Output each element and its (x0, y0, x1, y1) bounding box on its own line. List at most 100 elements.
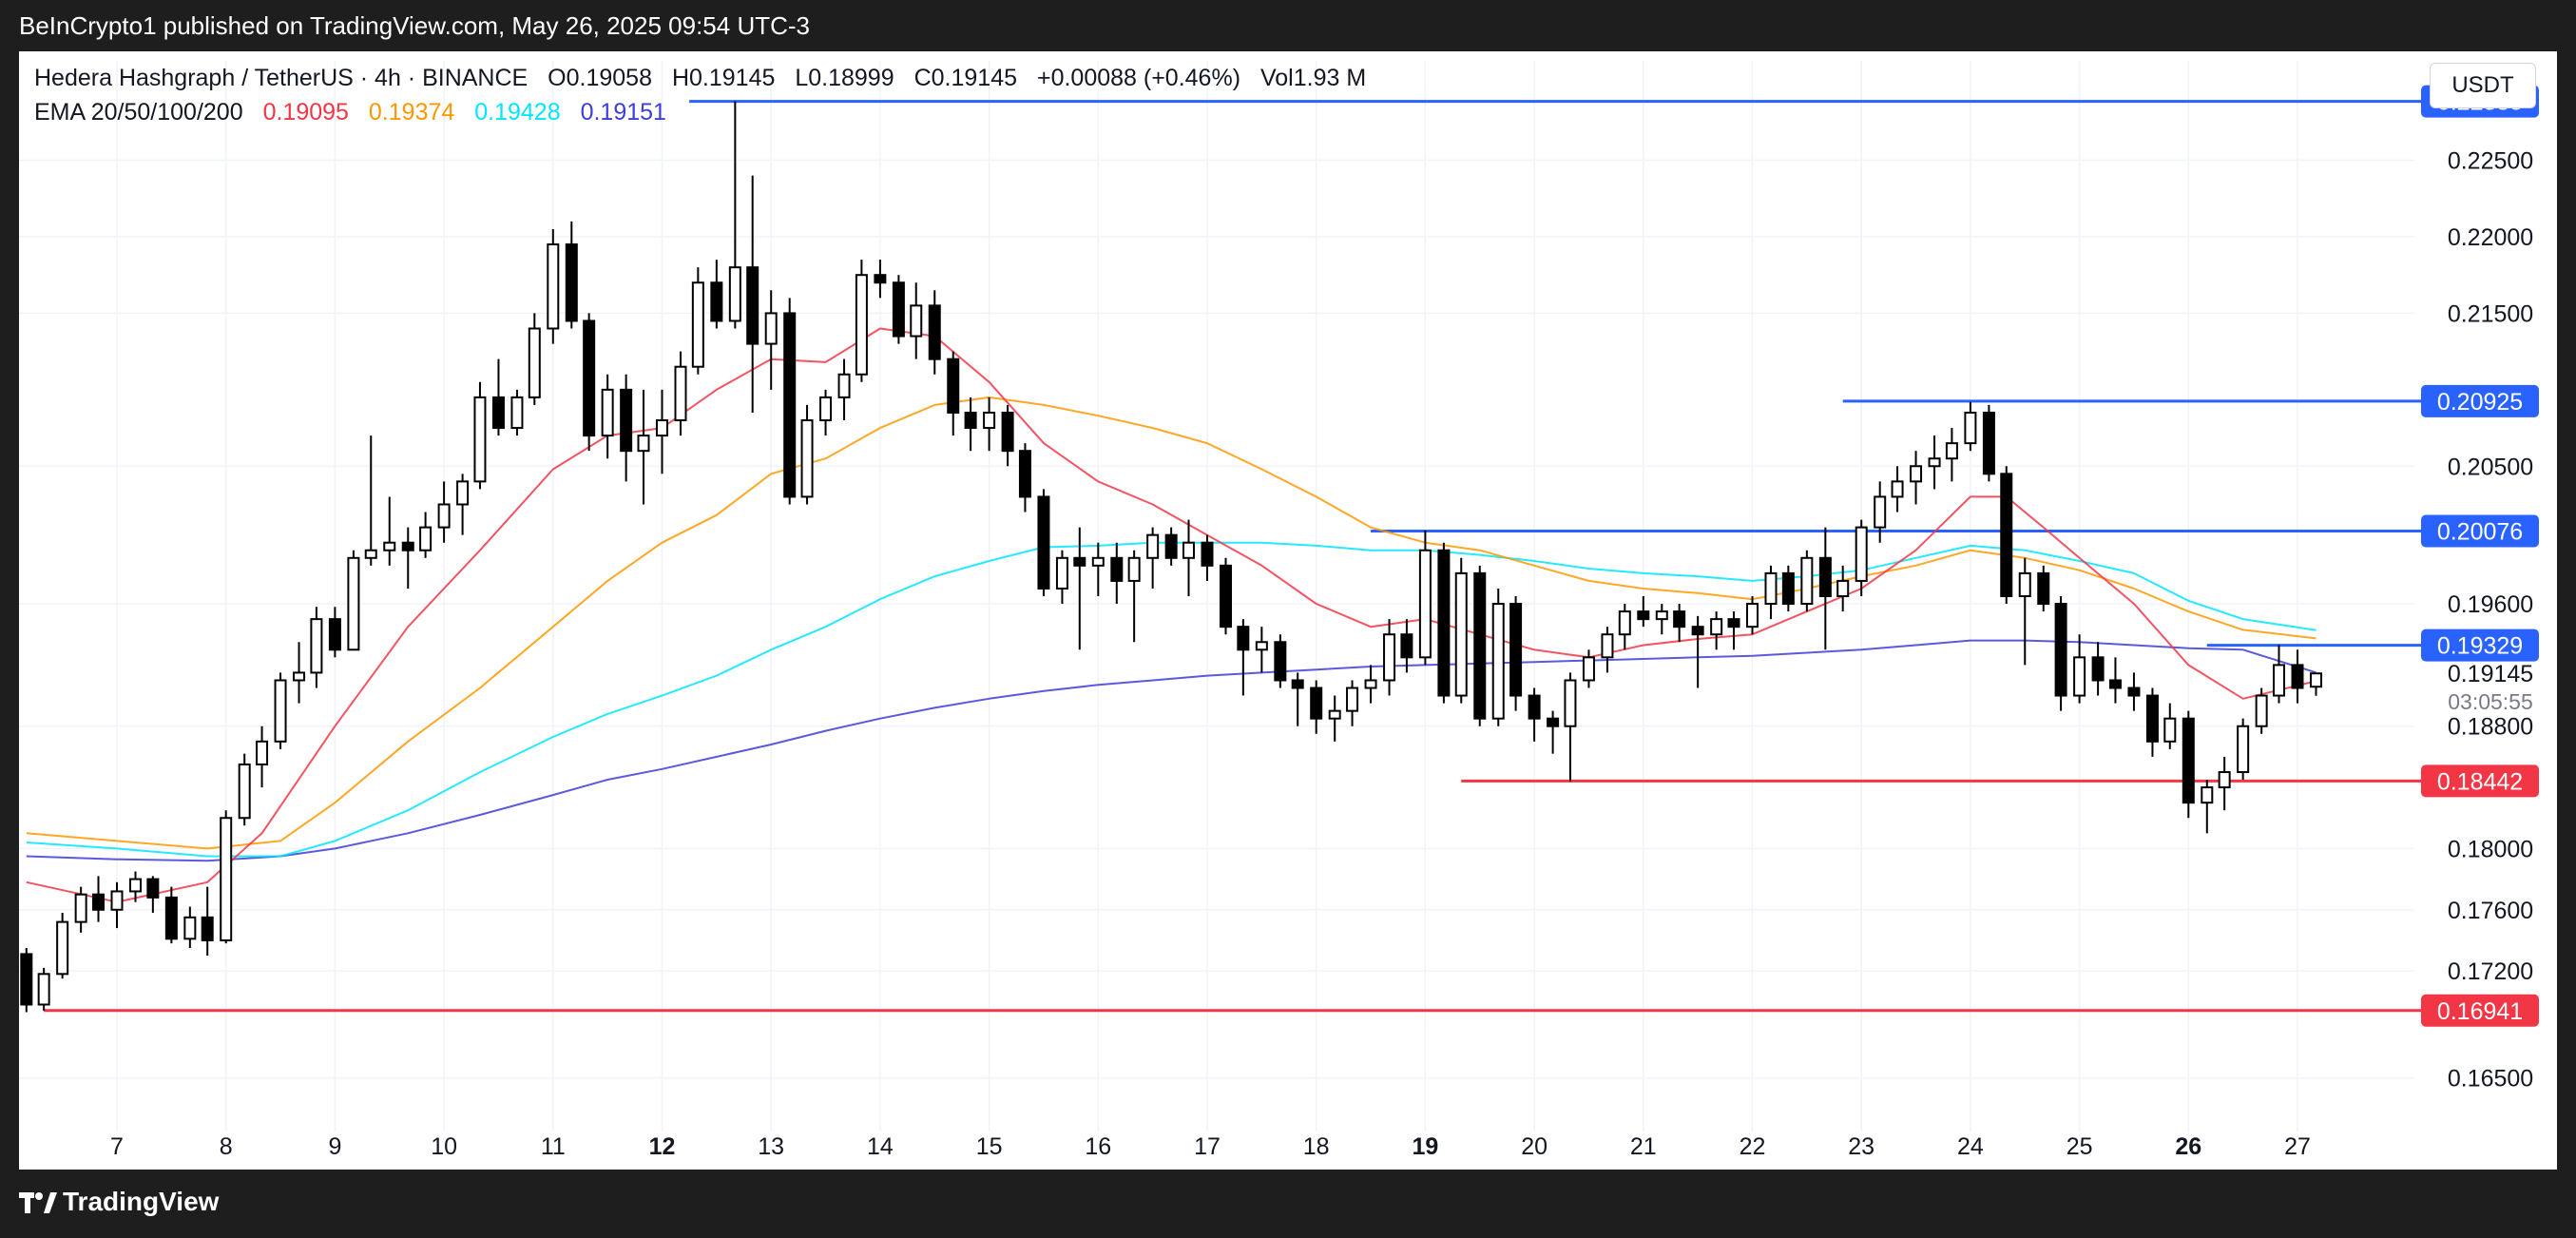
candle-body (491, 396, 505, 430)
ema100-value: 0.19428 (474, 99, 561, 126)
x-tick-label: 24 (1957, 1133, 1984, 1160)
candle-body (473, 396, 487, 483)
candle-body (2201, 786, 2214, 804)
price-chart[interactable]: 7 8 9 10 11 12 13 14 15 16 17 18 19 20 21 22 23 24 25 26 27 0… (19, 51, 2557, 1170)
ohlc-close: C0.19145 (913, 65, 1018, 91)
x-tick-label: 13 (758, 1133, 784, 1160)
chart-panel[interactable]: 7 8 9 10 11 12 13 14 15 16 17 18 19 20 21 22 23 24 25 26 27 0… (19, 51, 2557, 1170)
candle-body (746, 266, 759, 345)
level-label: 0.18442 (2437, 768, 2523, 795)
ema-lines (26, 327, 2316, 903)
candle-body (1710, 618, 1723, 636)
candle-body (656, 419, 668, 437)
candle-body (819, 396, 833, 422)
candle-body (2163, 717, 2177, 743)
x-tick-label: 12 (649, 1133, 676, 1160)
candle-body (855, 274, 868, 376)
candle-body (2037, 571, 2050, 606)
candle-body (1400, 633, 1413, 659)
y-tick-label: 0.18800 (2448, 714, 2533, 741)
candle-body (274, 679, 287, 743)
tradingview-logo-icon (19, 1192, 57, 1213)
x-tick-label: 25 (2067, 1133, 2093, 1160)
candle-body (947, 358, 960, 414)
candle-body (256, 740, 269, 765)
candle-body (1836, 579, 1850, 598)
candle-body (1437, 549, 1451, 697)
candle-body (1655, 610, 1668, 621)
y-tick-label: 0.16500 (2448, 1066, 2533, 1093)
candle-body (383, 541, 396, 551)
x-tick-label: 15 (976, 1133, 1003, 1160)
candle-body (401, 541, 414, 551)
level-badge-support (2421, 764, 2539, 798)
x-tick-label: 18 (1303, 1133, 1330, 1160)
x-tick-label: 7 (110, 1133, 124, 1160)
x-tick-label: 8 (220, 1133, 233, 1160)
ohlc-low: L0.18999 (795, 65, 894, 91)
ohlc-high: H0.19145 (671, 65, 776, 91)
x-tick-label: 17 (1194, 1133, 1221, 1160)
x-tick-label: 11 (541, 1133, 566, 1160)
grid (19, 61, 2414, 1132)
candle-body (1383, 633, 1396, 682)
ema-legend: EMA 20/50/100/200 0.19095 0.19374 0.1942… (34, 99, 680, 126)
candle-body (892, 281, 905, 338)
candle-body (37, 973, 50, 1006)
candle-body (364, 549, 377, 559)
candle-body (710, 281, 723, 322)
x-tick-label: 27 (2284, 1133, 2311, 1160)
candle-body (1364, 679, 1377, 689)
candle-body (601, 388, 614, 437)
y-tick-label: 0.20500 (2448, 454, 2533, 480)
x-tick-label: 26 (2175, 1133, 2201, 1160)
candle-body (1346, 687, 1359, 712)
symbol-name[interactable]: Hedera Hashgraph / TetherUS · 4h · BINAN… (34, 65, 529, 91)
candle-body (1781, 571, 1795, 606)
level-badge-support (2421, 994, 2539, 1027)
candle-body (1800, 556, 1814, 606)
candle-body (928, 304, 941, 360)
price-change: +0.00088 (+0.46%) (1036, 65, 1241, 91)
y-tick-label: 0.22000 (2448, 224, 2533, 251)
y-tick-label: 0.17200 (2448, 958, 2533, 985)
candle-body (1110, 556, 1124, 582)
candle-body (1891, 480, 1904, 498)
candle-body (528, 327, 541, 398)
x-tick-label: 14 (867, 1133, 894, 1160)
candle-body (1310, 687, 1323, 720)
x-tick-label: 22 (1740, 1133, 1766, 1160)
symbol-legend: Hedera Hashgraph / TetherUS · 4h · BINAN… (34, 65, 1379, 92)
currency-button[interactable]: USDT (2430, 63, 2536, 108)
candle-body (2218, 770, 2231, 789)
candle-body (183, 916, 197, 940)
candle-body (1746, 603, 1759, 629)
candle-body (1418, 549, 1432, 659)
candle-body (1855, 526, 1868, 582)
candle-body (1219, 564, 1232, 629)
candle-body (1673, 610, 1686, 629)
ema50-value: 0.19374 (368, 99, 455, 126)
candle-body (56, 920, 69, 976)
candle-body (1291, 679, 1304, 689)
candle-body (74, 893, 87, 923)
level-badge-resistance (2421, 514, 2539, 548)
candle-body (510, 396, 524, 430)
candle-body (1164, 533, 1178, 559)
ema-label[interactable]: EMA 20/50/100/200 (34, 99, 243, 126)
candle-body (347, 556, 360, 651)
candle-body (2108, 679, 2122, 689)
candle-body (1001, 411, 1014, 453)
candle-body (2073, 656, 2086, 697)
x-tick-label: 10 (431, 1133, 457, 1160)
candle-body (620, 388, 633, 453)
candle-body (1146, 533, 1160, 559)
candle-body (1582, 656, 1595, 682)
candle-body (964, 411, 977, 430)
candle-body (2237, 725, 2250, 773)
x-tick-label: 19 (1412, 1133, 1438, 1160)
candle-body (783, 312, 797, 498)
y-tick-label: 0.17600 (2448, 898, 2533, 924)
footer-bar: TradingView (0, 1170, 2576, 1238)
levels (44, 100, 2424, 1013)
